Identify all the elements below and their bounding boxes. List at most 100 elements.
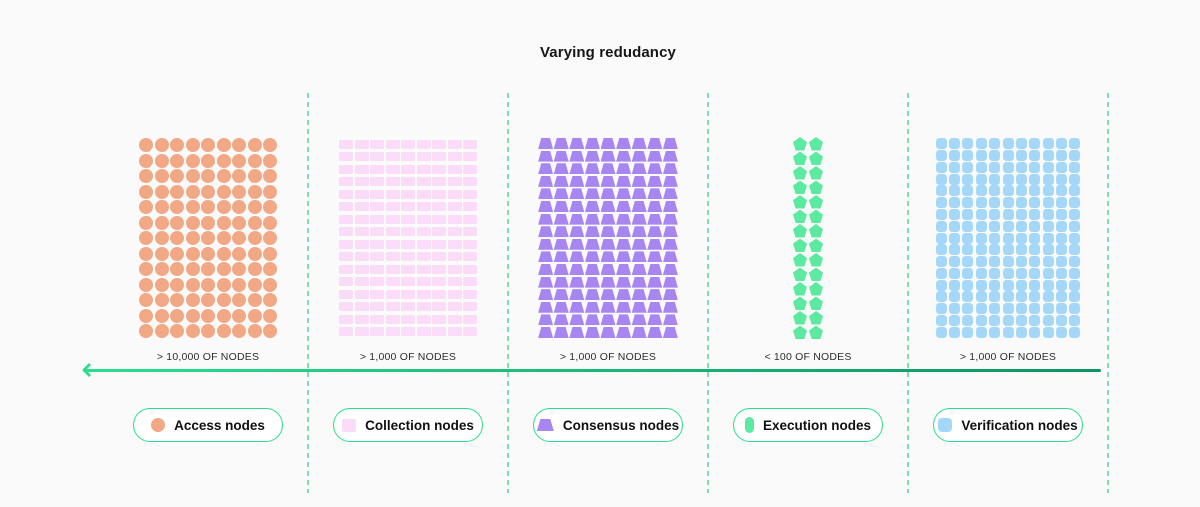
access-node-icon	[247, 184, 262, 199]
collection-node-icon	[339, 289, 353, 299]
consensus-node-icon	[569, 251, 585, 263]
access-node-icon	[201, 215, 215, 230]
consensus-node-icon	[631, 188, 647, 200]
verification-node-icon	[1069, 232, 1081, 244]
verification-node-icon	[1015, 291, 1027, 303]
collection-node-icon	[370, 189, 384, 199]
execution-node-grid	[708, 137, 908, 339]
collection-node-icon	[385, 177, 400, 187]
collection-node-icon	[432, 314, 446, 324]
consensus-node-icon	[631, 326, 647, 338]
verification-node-icon	[975, 138, 987, 150]
consensus-node-icon	[616, 263, 632, 275]
access-node-icon	[154, 231, 169, 245]
arrow-line	[86, 368, 1101, 372]
collection-node-icon	[370, 327, 384, 337]
consensus-node-icon	[647, 163, 663, 175]
verification-node-icon	[1069, 291, 1081, 303]
access-node-icon	[201, 277, 215, 292]
consensus-node-icon	[553, 314, 569, 326]
consensus-node-icon	[569, 138, 585, 150]
execution-node-icon	[793, 166, 807, 180]
consensus-node-icon	[662, 138, 678, 150]
access-node-icon	[139, 169, 153, 183]
access-node-icon	[154, 246, 169, 261]
consensus-node-icon	[647, 251, 663, 263]
consensus-node-icon	[631, 289, 647, 301]
verification-node-icon	[1029, 232, 1041, 244]
access-node-icon	[170, 324, 184, 338]
verification-node-icon	[935, 315, 947, 327]
collection-legend-pill: Collection nodes	[333, 408, 483, 442]
verification-node-icon	[1042, 197, 1054, 209]
access-node-icon	[170, 138, 184, 152]
verification-node-icon	[1042, 173, 1054, 185]
verification-legend-pill: Verification nodes	[933, 408, 1083, 442]
verification-node-icon	[989, 138, 1001, 150]
verification-node-icon	[1069, 267, 1081, 279]
consensus-node-icon	[569, 289, 585, 301]
execution-node-icon	[809, 296, 823, 310]
access-node-icon	[154, 308, 169, 323]
verification-node-icon	[948, 267, 960, 279]
collection-node-icon	[432, 302, 446, 312]
access-node-icon	[247, 231, 262, 245]
verification-node-icon	[989, 220, 1001, 232]
consensus-node-icon	[631, 175, 647, 187]
verification-node-icon	[975, 244, 987, 256]
verification-grid	[935, 138, 1081, 338]
verification-node-icon	[1029, 256, 1041, 268]
verification-node-icon	[1042, 138, 1054, 150]
consensus-node-icon	[631, 251, 647, 263]
access-node-icon	[139, 200, 153, 214]
access-node-icon	[201, 200, 215, 214]
verification-node-icon	[1042, 326, 1054, 338]
consensus-node-icon	[584, 201, 600, 213]
verification-node-icon	[962, 197, 974, 209]
collection-node-icon	[416, 252, 431, 262]
consensus-node-icon	[600, 138, 616, 150]
execution-node-icon	[809, 282, 823, 296]
consensus-node-icon	[569, 175, 585, 187]
collection-node-icon	[447, 239, 462, 249]
consensus-node-icon	[584, 276, 600, 288]
verification-node-icon	[1056, 161, 1068, 173]
collection-node-icon	[432, 214, 446, 224]
verification-node-icon	[989, 303, 1001, 315]
access-node-icon	[216, 246, 231, 261]
access-node-icon	[263, 215, 277, 230]
consensus-node-icon	[662, 263, 678, 275]
access-node-icon	[216, 277, 231, 292]
verification-node-icon	[1056, 185, 1068, 197]
collection-node-icon	[385, 302, 400, 312]
verification-node-icon	[1069, 279, 1081, 291]
access-node-icon	[216, 200, 231, 214]
verification-node-icon	[989, 185, 1001, 197]
verification-node-icon	[935, 256, 947, 268]
access-node-icon	[154, 184, 169, 199]
consensus-node-icon	[662, 226, 678, 238]
execution-node-icon	[809, 224, 823, 238]
verification-node-icon	[1015, 279, 1027, 291]
verification-node-icon	[1015, 185, 1027, 197]
verification-node-icon	[1029, 208, 1041, 220]
collection-node-icon	[401, 177, 415, 187]
execution-node-icon	[809, 166, 823, 180]
consensus-node-icon	[553, 289, 569, 301]
access-node-icon	[139, 153, 153, 168]
collection-node-icon	[401, 164, 415, 174]
execution-count-label: < 100 OF NODES	[764, 351, 852, 363]
collection-legend-label: Collection nodes	[365, 417, 474, 433]
consensus-node-icon	[538, 188, 554, 200]
consensus-node-icon	[662, 289, 678, 301]
consensus-node-icon	[600, 326, 616, 338]
execution-legend-pill: Execution nodes	[733, 408, 883, 442]
collection-node-icon	[354, 152, 369, 162]
consensus-node-icon	[647, 289, 663, 301]
verification-node-icon	[1002, 208, 1014, 220]
verification-node-icon	[948, 208, 960, 220]
verification-node-icon	[962, 208, 974, 220]
access-node-icon	[247, 308, 262, 323]
collection-node-icon	[385, 239, 400, 249]
